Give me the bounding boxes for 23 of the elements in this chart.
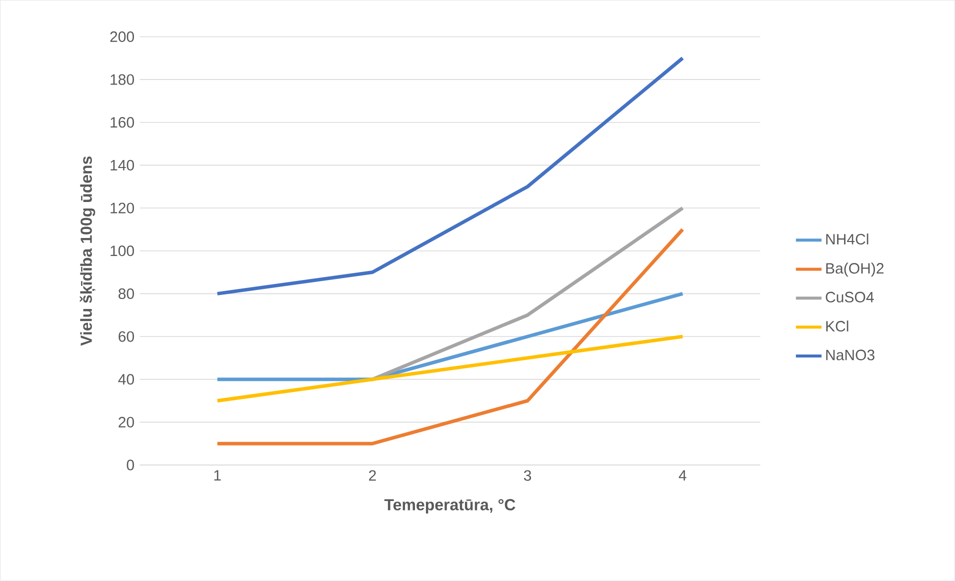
legend-label: CuSO4 xyxy=(826,292,874,303)
y-tick-label: 0 xyxy=(126,460,134,470)
x-tick-label: 4 xyxy=(678,470,686,481)
y-tick-label: 140 xyxy=(110,160,134,171)
y-axis-title: Vielu šķīdība 100g ūdens xyxy=(80,156,96,346)
legend-label: NH4Cl xyxy=(826,234,868,245)
legend-label: KCl xyxy=(826,320,848,332)
x-axis-title: Temeperatūra, °C xyxy=(384,499,516,514)
x-tick-label: 1 xyxy=(214,470,221,481)
x-tick-label: 3 xyxy=(524,470,532,481)
y-tick-label: 40 xyxy=(118,374,134,385)
y-tick-label: 80 xyxy=(118,288,134,300)
y-tick-label: 100 xyxy=(110,246,134,256)
x-tick-label: 2 xyxy=(369,470,376,481)
legend-label: NaNO3 xyxy=(826,350,874,360)
legend-label: Ba(OH)2 xyxy=(826,262,884,277)
y-tick-label: 20 xyxy=(118,416,134,428)
y-tick-label: 180 xyxy=(110,74,134,85)
y-tick-label: 200 xyxy=(110,32,134,42)
y-tick-label: 160 xyxy=(110,117,134,128)
y-tick-label: 60 xyxy=(118,331,134,342)
line-series xyxy=(216,56,684,296)
y-tick-label: 120 xyxy=(110,202,134,214)
